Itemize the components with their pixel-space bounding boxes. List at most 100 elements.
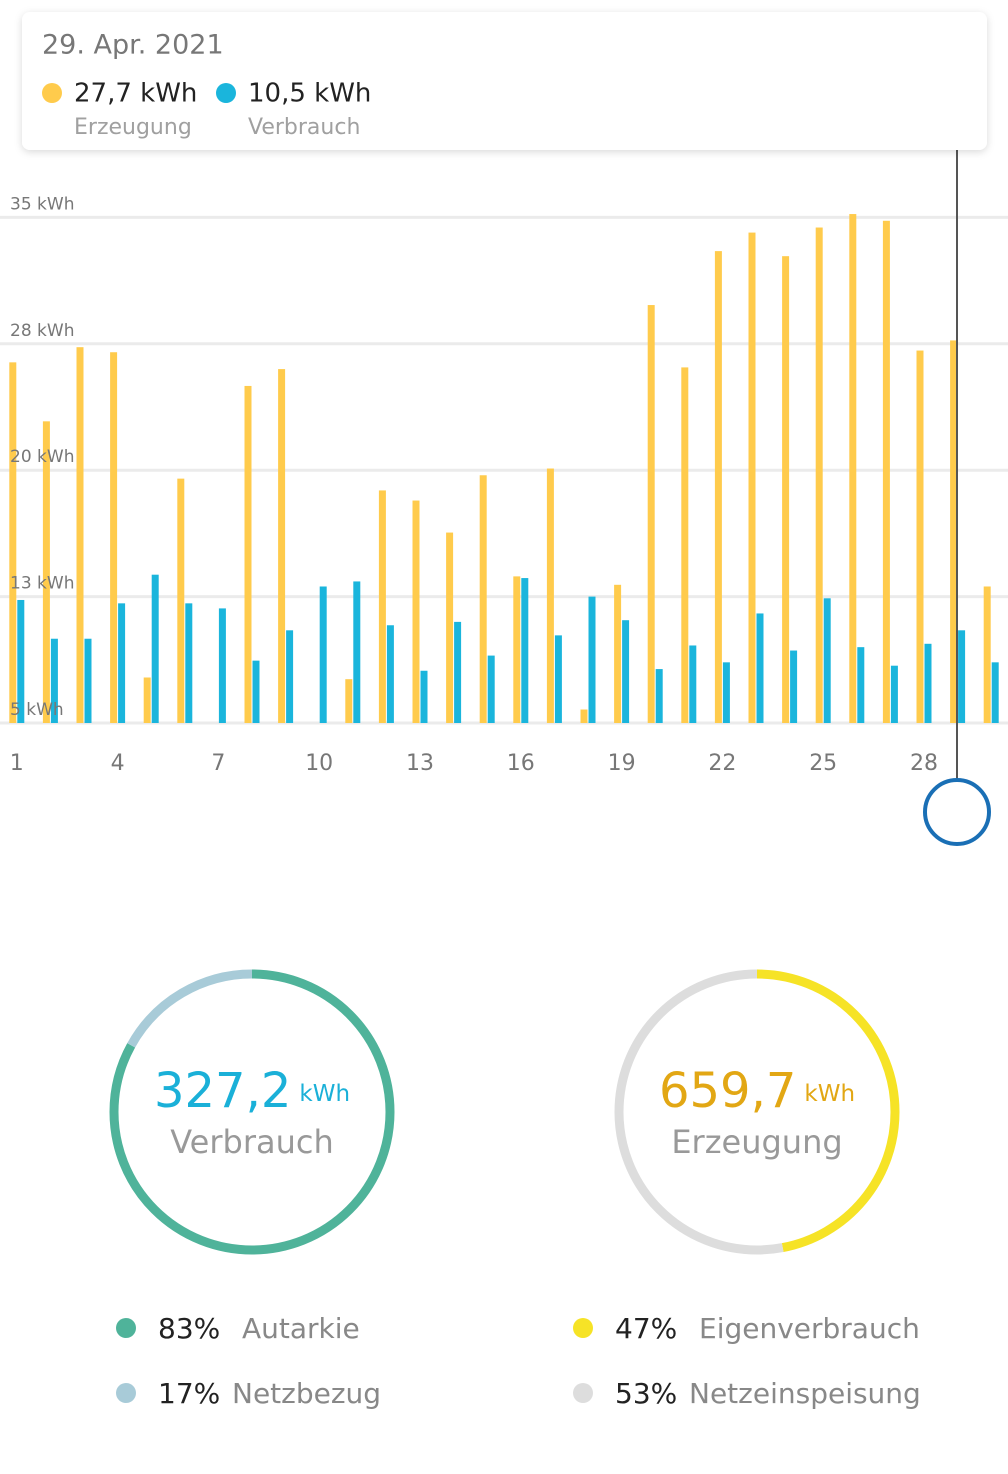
tooltip <box>22 12 987 150</box>
legend-dot <box>116 1318 136 1338</box>
legend-percent: 17% <box>158 1377 220 1410</box>
bar <box>782 256 790 723</box>
donut-label: Erzeugung <box>671 1123 842 1161</box>
bar <box>580 709 588 723</box>
bar <box>983 586 991 723</box>
bar <box>991 662 999 723</box>
donut-value: 327,2 <box>154 1063 291 1119</box>
bar <box>50 638 58 723</box>
x-tick-label: 7 <box>211 751 225 776</box>
legend-dot <box>42 83 62 103</box>
y-tick-label: 13 kWh <box>10 574 74 594</box>
bar <box>890 665 898 723</box>
bar <box>849 214 857 723</box>
bar <box>857 647 865 723</box>
bar <box>420 670 428 723</box>
bar <box>722 662 730 723</box>
bar <box>790 650 798 723</box>
bar <box>378 490 386 723</box>
bar <box>823 598 831 723</box>
bar <box>588 596 596 723</box>
bar <box>521 578 529 723</box>
legend-dot <box>573 1383 593 1403</box>
donut-unit: kWh <box>299 1081 350 1107</box>
tooltip-name: Verbrauch <box>248 115 360 140</box>
bar <box>487 655 495 723</box>
legend-percent: 53% <box>615 1377 677 1410</box>
tooltip-value: 27,7 kWh <box>74 79 197 109</box>
legend-name: Netzbezug <box>232 1377 381 1410</box>
donut-value: 659,7 <box>659 1063 796 1119</box>
bar <box>756 613 764 723</box>
x-tick-label: 13 <box>406 751 434 776</box>
tooltip-name: Erzeugung <box>74 115 192 140</box>
legend-dot <box>216 83 236 103</box>
bar <box>454 621 462 723</box>
bar <box>958 630 966 723</box>
tooltip-date: 29. Apr. 2021 <box>42 30 224 61</box>
bar <box>748 232 756 723</box>
bar <box>177 478 185 723</box>
bar <box>647 305 655 723</box>
y-tick-label: 20 kWh <box>10 447 74 467</box>
bar <box>76 347 84 723</box>
cursor-handle[interactable] <box>923 778 991 846</box>
x-tick-label: 19 <box>608 751 636 776</box>
bar <box>950 340 958 723</box>
bar <box>278 369 286 723</box>
donut-unit: kWh <box>804 1081 855 1107</box>
bar <box>882 220 890 723</box>
bar <box>84 638 92 723</box>
tooltip-items: 27,7 kWh Erzeugung 10,5 kWh Verbrauch <box>42 79 371 140</box>
bar <box>513 576 521 723</box>
legend-percent: 83% <box>158 1312 220 1345</box>
bar <box>479 475 487 723</box>
bar <box>286 630 294 723</box>
bar <box>110 352 118 723</box>
legend-dot <box>116 1383 136 1403</box>
bar <box>655 669 663 723</box>
y-tick-label: 35 kWh <box>10 194 74 214</box>
bar <box>689 645 697 723</box>
bar <box>218 608 226 723</box>
bar <box>151 574 159 723</box>
legend-dot <box>573 1318 593 1338</box>
donut-segment <box>109 969 395 1255</box>
x-tick-label: 28 <box>910 751 938 776</box>
bar <box>345 679 353 723</box>
bar <box>681 367 689 723</box>
bar <box>42 421 50 723</box>
donuts: 327,2 kWh Verbrauch 83% Autarkie 17% Netzbezug… <box>109 969 921 1410</box>
bar <box>446 532 454 723</box>
bar <box>622 620 630 723</box>
bar <box>118 603 126 723</box>
donut-label: Verbrauch <box>170 1123 333 1161</box>
bar <box>252 660 260 723</box>
bar <box>924 643 932 723</box>
bar <box>17 599 25 723</box>
y-tick-label: 28 kWh <box>10 321 74 341</box>
bar <box>9 362 17 723</box>
x-tick-label: 1 <box>10 751 24 776</box>
bar <box>244 385 252 723</box>
x-tick-label: 10 <box>305 751 333 776</box>
bar <box>714 251 722 723</box>
bar <box>916 350 924 723</box>
bar <box>319 586 327 723</box>
legend-name: Autarkie <box>242 1312 360 1345</box>
bar <box>353 581 361 723</box>
tooltip-value: 10,5 kWh <box>248 79 371 109</box>
legend-name: Netzeinspeisung <box>689 1377 921 1410</box>
legend-percent: 47% <box>615 1312 677 1345</box>
x-tick-label: 25 <box>809 751 837 776</box>
legend-name: Eigenverbrauch <box>699 1312 920 1345</box>
bar <box>386 625 394 723</box>
bar <box>546 468 554 723</box>
bar <box>614 584 622 723</box>
donut-total: 659,7 kWh <box>659 1063 855 1119</box>
bar-chart: 5 kWh 13 kWh 20 kWh 28 kWh 35 kWh 1 4 7 10 13 16 19… <box>0 194 1008 776</box>
donut-total: 327,2 kWh <box>154 1063 350 1119</box>
bar <box>554 635 562 723</box>
bar <box>143 677 151 723</box>
